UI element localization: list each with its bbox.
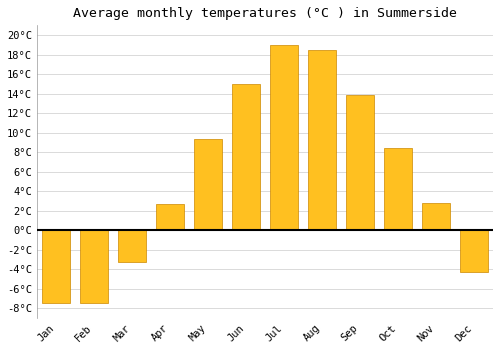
Title: Average monthly temperatures (°C ) in Summerside: Average monthly temperatures (°C ) in Su… <box>73 7 457 20</box>
Bar <box>346 94 374 230</box>
Bar <box>118 230 146 262</box>
Bar <box>194 139 222 230</box>
Bar <box>308 50 336 230</box>
Bar <box>460 230 488 272</box>
Bar <box>270 45 298 230</box>
Bar <box>232 84 260 230</box>
Bar <box>80 230 108 303</box>
Bar <box>156 204 184 230</box>
Bar <box>42 230 70 303</box>
Bar <box>422 203 450 230</box>
Bar <box>384 148 412 230</box>
